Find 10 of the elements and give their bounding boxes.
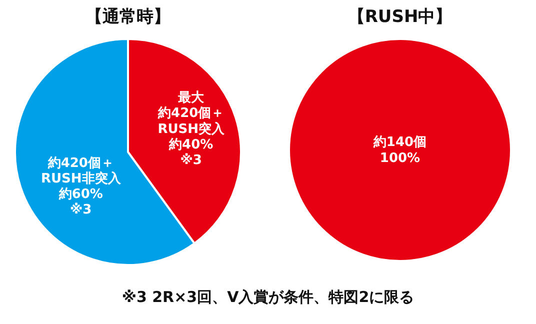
- data-label: 約60% ※3: [58, 186, 103, 218]
- slice-label: 約420個＋ RUSH非突入: [40, 155, 122, 186]
- text: ※3 2R×3回、V入賞が条件、特図2に限る: [122, 288, 414, 306]
- data-label: 100%: [380, 150, 420, 166]
- data-label: 約40% ※3: [168, 136, 214, 168]
- slice-label: 約420個＋ RUSH突入: [157, 106, 226, 136]
- chart-title: 【通常時】: [86, 7, 170, 27]
- chart-title: 【RUSH中】: [348, 7, 452, 27]
- text: 最大: [178, 90, 204, 106]
- slice-label: 約140個: [372, 134, 427, 150]
